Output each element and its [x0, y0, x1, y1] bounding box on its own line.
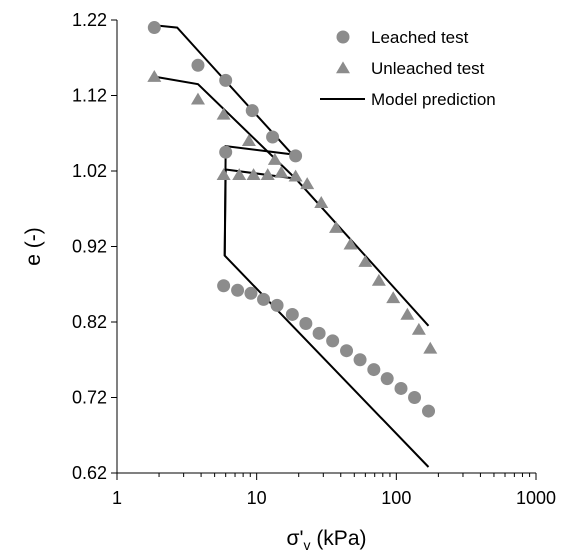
- unleached-test-point: [329, 220, 344, 233]
- legend: Leached test Unleached test Model predicti…: [320, 28, 496, 109]
- x-axis-title: σ'v (kPa): [287, 527, 367, 552]
- y-tick-label: 0.72: [72, 388, 107, 408]
- leached-test-point: [340, 344, 354, 358]
- unleached-test-point: [386, 291, 401, 304]
- unleached-test-point: [288, 169, 303, 182]
- unleached-test-point: [241, 134, 256, 147]
- unleached-test-point: [423, 341, 438, 354]
- leached-test-point: [289, 149, 303, 163]
- leached-test-point: [299, 317, 313, 331]
- unleached-test-point: [216, 107, 231, 120]
- leached-test-point: [353, 353, 367, 367]
- leached-test-point: [422, 404, 436, 418]
- unleached-test-point: [232, 168, 247, 181]
- model-prediction-line: [294, 177, 430, 327]
- y-tick-label: 1.12: [72, 86, 107, 106]
- leached-test-point: [367, 363, 381, 377]
- leached-test-point: [266, 130, 280, 144]
- unleached-test-point: [400, 307, 415, 320]
- leached-test-point: [219, 145, 233, 159]
- unleached-test-point: [246, 168, 261, 181]
- unleached-test-point: [358, 254, 373, 267]
- leached-test-point: [219, 73, 233, 87]
- leached-test-point: [147, 21, 161, 35]
- y-tick-label: 1.02: [72, 161, 107, 181]
- leached-test-point: [245, 104, 259, 118]
- x-tick-label: 1: [112, 488, 122, 508]
- leached-test-point: [257, 292, 271, 306]
- unleached-test-point: [300, 177, 315, 190]
- legend-leached-marker: [336, 30, 350, 44]
- x-axis-title-subscript: v: [303, 537, 310, 552]
- x-axis-title-main: σ': [287, 527, 304, 550]
- legend-unleached-marker: [336, 61, 350, 74]
- y-tick-label: 0.82: [72, 312, 107, 332]
- leached-test-point: [312, 326, 326, 340]
- leached-test-point: [326, 334, 340, 348]
- y-tick-label: 0.62: [72, 463, 107, 483]
- unleached-test-point: [260, 168, 275, 181]
- leached-test-point: [408, 391, 422, 404]
- leached-test-point: [244, 286, 258, 300]
- unleached-test-point: [190, 92, 205, 105]
- unleached-test-point: [216, 168, 231, 181]
- leached-test-point: [380, 372, 394, 386]
- unleached-test-point: [343, 237, 358, 250]
- legend-label: Unleached test: [371, 59, 485, 78]
- leached-test-point: [270, 298, 284, 312]
- unleached-test-point: [274, 165, 289, 178]
- unleached-test-point: [314, 196, 329, 208]
- y-tick-label: 1.22: [72, 10, 107, 30]
- x-tick-label: 100: [381, 488, 411, 508]
- unleached-test-point: [147, 69, 162, 82]
- unleached-test-point: [371, 273, 386, 286]
- x-tick-label: 1000: [516, 488, 556, 508]
- y-axis-title: e (-): [22, 227, 45, 266]
- unleached-test-point: [267, 153, 282, 165]
- leached-test-point: [191, 58, 205, 72]
- legend-label: Model prediction: [371, 90, 496, 109]
- data-markers: [147, 21, 438, 418]
- ticks: 0.62 0.72 0.82 0.92 1.02 1.12 1.22 1 10 100 1000: [72, 10, 556, 508]
- leached-test-point: [217, 279, 231, 293]
- x-tick-label: 10: [247, 488, 267, 508]
- leached-test-point: [285, 307, 299, 321]
- unleached-test-point: [411, 322, 426, 335]
- leached-test-point: [231, 283, 245, 297]
- axes: [116, 20, 536, 474]
- legend-label: Leached test: [371, 28, 469, 47]
- y-tick-label: 0.92: [72, 237, 107, 257]
- x-axis-title-unit: (kPa): [310, 527, 366, 550]
- leached-test-point: [394, 381, 408, 395]
